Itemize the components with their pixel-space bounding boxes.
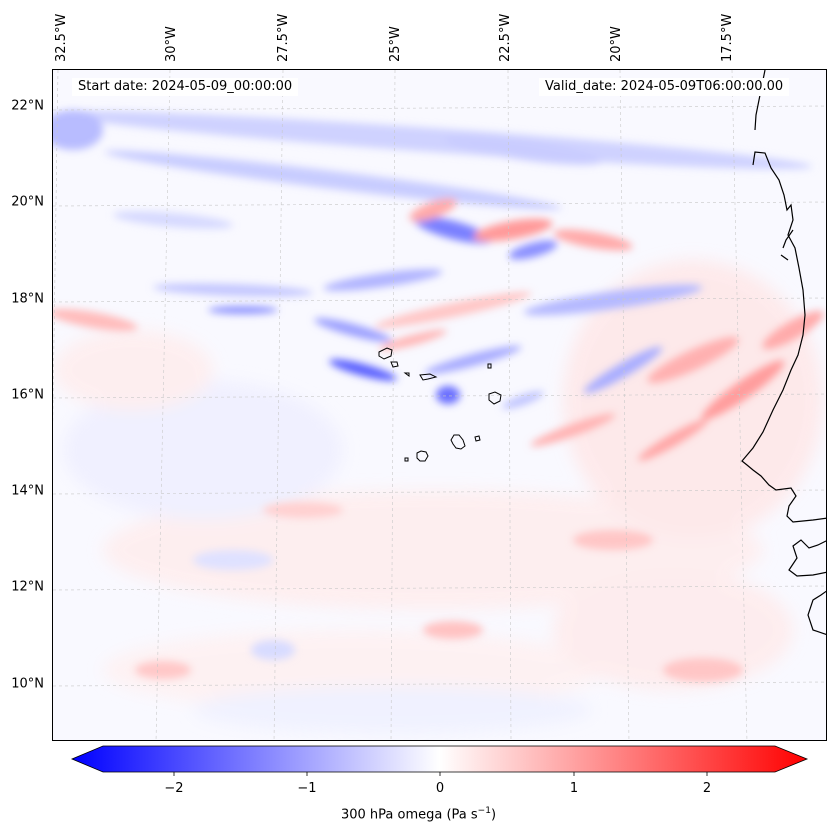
colorbar-ticks: [173, 772, 708, 776]
lat-label-22n: 22°N: [11, 98, 44, 114]
colorbar-label-exponent: −1: [477, 806, 491, 816]
colorbar-gradient: [70, 745, 809, 773]
omega-field: [53, 70, 826, 740]
colorbar-label-close: ): [490, 807, 497, 823]
omega-bands: [53, 110, 824, 682]
colorbar-tick-1: 1: [569, 781, 579, 796]
lat-label-10n: 10°N: [11, 676, 44, 692]
lon-label-17-5w: 17.5°W: [720, 13, 735, 62]
lon-label-30w: 30°W: [164, 26, 179, 62]
colorbar: [70, 745, 809, 776]
lon-label-27-5w: 27.5°W: [276, 13, 291, 62]
lon-label-25w: 25°W: [388, 26, 403, 62]
start-date-label: Start date: 2024-05-09_00:00:00: [72, 78, 299, 96]
lon-label-32-5w: 32.5°W: [54, 13, 69, 62]
colorbar-tick-minus-2: −2: [164, 781, 184, 796]
lat-label-18n: 18°N: [11, 291, 44, 307]
lat-label-14n: 14°N: [11, 483, 44, 499]
lat-label-20n: 20°N: [11, 194, 44, 210]
lat-label-16n: 16°N: [11, 387, 44, 403]
colorbar-tick-0: 0: [435, 781, 445, 796]
lon-label-22-5w: 22.5°W: [498, 13, 513, 62]
colorbar-label-text: 300 hPa omega (Pa s: [340, 807, 478, 823]
lon-label-20w: 20°W: [609, 26, 624, 62]
background-tint: [53, 260, 823, 734]
colorbar-tick-minus-1: −1: [297, 781, 317, 796]
colorbar-tick-2: 2: [702, 781, 712, 796]
colorbar-label: 300 hPa omega (Pa s−1): [0, 806, 837, 822]
cape-verde-islands: [378, 347, 502, 462]
africa-coastline: [741, 70, 826, 635]
valid-date-label: Valid_date: 2024-05-09T06:00:00.00: [539, 78, 790, 96]
gridlines: [53, 70, 826, 740]
lat-label-12n: 12°N: [11, 579, 44, 595]
map-panel: [52, 69, 827, 741]
